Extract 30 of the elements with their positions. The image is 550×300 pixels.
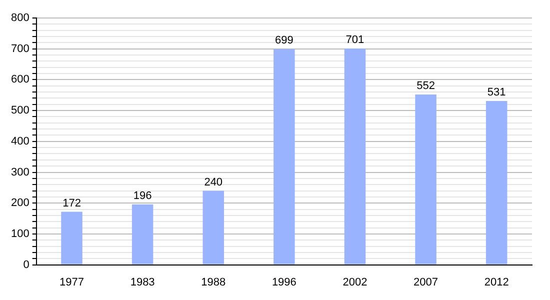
y-tick-label: 200: [10, 197, 30, 210]
bar: [344, 48, 366, 264]
bar: [132, 204, 154, 264]
x-tick-label: 2012: [484, 276, 509, 288]
y-tick-label: 300: [10, 166, 30, 178]
x-tick-label: 1988: [201, 276, 226, 288]
y-tick-label: 100: [10, 228, 30, 240]
data-label: 552: [416, 80, 435, 92]
data-label: 701: [346, 34, 364, 46]
y-tick-label: 700: [10, 42, 30, 55]
y-tick-label: 800: [10, 12, 30, 24]
data-label: 172: [62, 197, 81, 210]
y-tick-label: 600: [10, 74, 30, 86]
bar: [486, 100, 508, 264]
bar: [202, 190, 224, 264]
x-tick-label: 2007: [414, 276, 438, 288]
data-label: 196: [133, 190, 152, 202]
data-label: 699: [274, 34, 294, 47]
data-label: 240: [204, 176, 223, 188]
y-tick-label: 400: [10, 135, 30, 148]
x-tick-label: 1977: [60, 276, 84, 288]
bar: [61, 212, 82, 264]
x-tick-label: 1983: [130, 276, 155, 288]
data-label: 531: [487, 86, 506, 99]
y-tick-label: 0: [23, 258, 30, 271]
x-tick-label: 1996: [272, 276, 296, 288]
x-tick-label: 2002: [342, 276, 368, 288]
bar: [274, 49, 295, 264]
bar: [415, 94, 436, 264]
y-tick-label: 500: [10, 104, 30, 117]
